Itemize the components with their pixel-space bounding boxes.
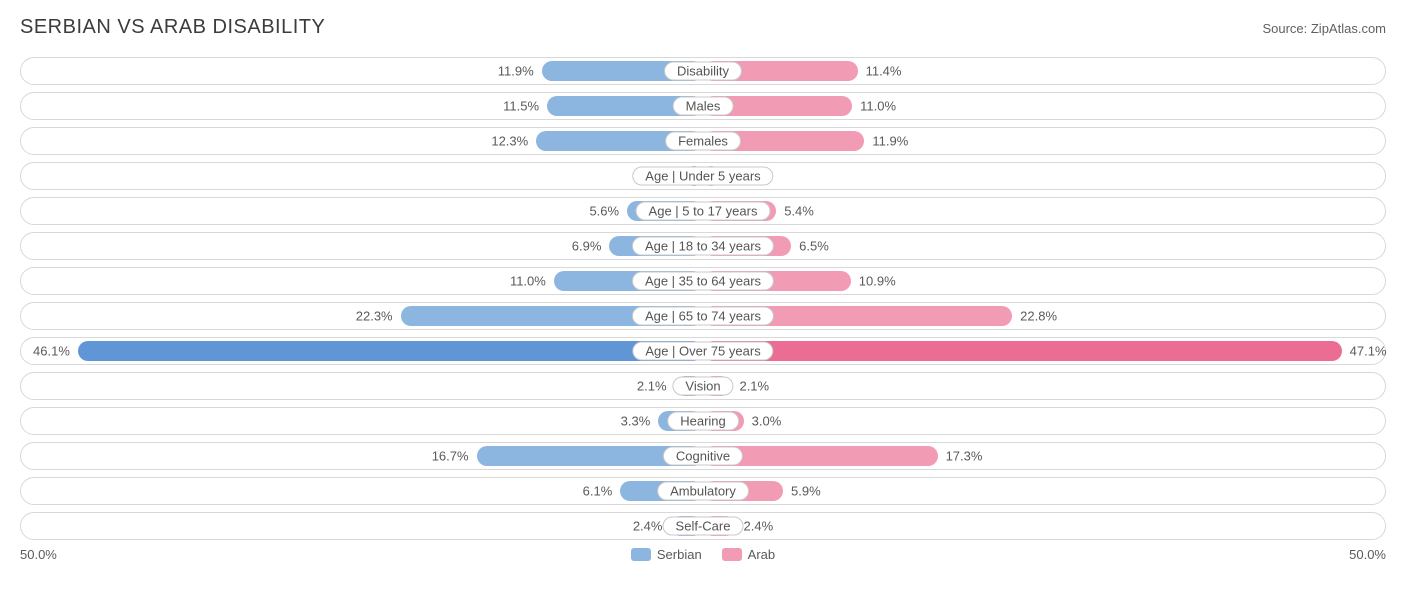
chart-row-inner: 11.5% 11.0% Males: [25, 96, 1381, 116]
chart-row-inner: 22.3% 22.8% Age | 65 to 74 years: [25, 306, 1381, 326]
chart-row: 5.6% 5.4% Age | 5 to 17 years: [20, 197, 1386, 225]
category-label: Age | 5 to 17 years: [636, 202, 771, 221]
legend-swatch-left: [631, 548, 651, 561]
chart-row: 1.3%1.2%Age | Under 5 years: [20, 162, 1386, 190]
category-label: Cognitive: [663, 447, 743, 466]
legend-label-left: Serbian: [657, 547, 702, 562]
value-label-left: 6.1%: [583, 484, 613, 499]
value-label-right: 10.9%: [859, 274, 896, 289]
category-label: Age | Over 75 years: [632, 342, 773, 361]
chart-footer: 50.0% Serbian Arab 50.0%: [20, 547, 1386, 562]
category-label: Vision: [672, 377, 733, 396]
legend-item-right: Arab: [722, 547, 775, 562]
legend-item-left: Serbian: [631, 547, 702, 562]
value-label-left: 2.1%: [637, 379, 667, 394]
chart-header: SERBIAN VS ARAB DISABILITY Source: ZipAt…: [20, 16, 1386, 39]
chart-row-inner: 11.9% 11.4% Disability: [25, 61, 1381, 81]
category-label: Age | Under 5 years: [632, 167, 773, 186]
chart-row-inner: 2.4% 2.4%Self-Care: [25, 516, 1381, 536]
value-label-left: 6.9%: [572, 239, 602, 254]
value-label-left: 11.5%: [503, 99, 539, 114]
category-label: Males: [673, 97, 734, 116]
value-label-left: 11.0%: [510, 274, 546, 289]
value-label-right: 22.8%: [1020, 309, 1057, 324]
category-label: Age | 35 to 64 years: [632, 272, 774, 291]
chart-row: 16.7% 17.3% Cognitive: [20, 442, 1386, 470]
chart-title: SERBIAN VS ARAB DISABILITY: [20, 16, 325, 39]
value-label-right: 3.0%: [752, 414, 782, 429]
chart-row-inner: 1.3%1.2%Age | Under 5 years: [25, 166, 1381, 186]
category-label: Self-Care: [663, 517, 744, 536]
category-label: Ambulatory: [657, 482, 749, 501]
chart-row: 3.3% 3.0% Hearing: [20, 407, 1386, 435]
axis-right-max: 50.0%: [1349, 547, 1386, 562]
chart-row-inner: 5.6% 5.4% Age | 5 to 17 years: [25, 201, 1381, 221]
value-label-left: 46.1%: [33, 344, 70, 359]
category-label: Age | 65 to 74 years: [632, 307, 774, 326]
value-label-right: 2.4%: [744, 519, 774, 534]
legend-label-right: Arab: [748, 547, 775, 562]
chart-row-inner: 16.7% 17.3% Cognitive: [25, 446, 1381, 466]
chart-row-inner: 6.1% 5.9% Ambulatory: [25, 481, 1381, 501]
category-label: Hearing: [667, 412, 739, 431]
category-label: Females: [665, 132, 741, 151]
chart-row: 11.9% 11.4% Disability: [20, 57, 1386, 85]
legend-swatch-right: [722, 548, 742, 561]
value-label-right: 2.1%: [739, 379, 769, 394]
chart-row: 2.1% 2.1% Vision: [20, 372, 1386, 400]
axis-left-max: 50.0%: [20, 547, 57, 562]
value-label-left: 5.6%: [589, 204, 619, 219]
value-label-left: 12.3%: [491, 134, 528, 149]
value-label-left: 3.3%: [621, 414, 651, 429]
value-label-right: 5.4%: [784, 204, 814, 219]
chart-row: 11.0% 10.9% Age | 35 to 64 years: [20, 267, 1386, 295]
chart-row: 2.4% 2.4%Self-Care: [20, 512, 1386, 540]
value-label-right: 17.3%: [946, 449, 983, 464]
value-label-right: 11.0%: [860, 99, 896, 114]
chart-row: 22.3% 22.8% Age | 65 to 74 years: [20, 302, 1386, 330]
category-label: Disability: [664, 62, 742, 81]
chart-row-inner: 11.0% 10.9% Age | 35 to 64 years: [25, 271, 1381, 291]
chart-legend: Serbian Arab: [631, 547, 775, 562]
value-label-left: 22.3%: [356, 309, 393, 324]
chart-row-inner: 6.9% 6.5% Age | 18 to 34 years: [25, 236, 1381, 256]
bar-right: [703, 341, 1342, 361]
value-label-left: 2.4%: [633, 519, 663, 534]
value-label-right: 11.9%: [872, 134, 908, 149]
chart-row: 46.1% 47.1% Age | Over 75 years: [20, 337, 1386, 365]
value-label-right: 6.5%: [799, 239, 829, 254]
value-label-right: 47.1%: [1350, 344, 1387, 359]
value-label-right: 11.4%: [866, 64, 902, 79]
chart-row-inner: 3.3% 3.0% Hearing: [25, 411, 1381, 431]
value-label-left: 11.9%: [498, 64, 534, 79]
chart-row: 6.1% 5.9% Ambulatory: [20, 477, 1386, 505]
value-label-right: 5.9%: [791, 484, 821, 499]
chart-row-inner: 46.1%47.1%Age | Over 75 years: [25, 341, 1381, 361]
chart-source: Source: ZipAtlas.com: [1262, 21, 1386, 36]
diverging-bar-chart: 11.9% 11.4% Disability 11.5% 11.0% Males 12.3%…: [20, 57, 1386, 540]
bar-left: [78, 341, 703, 361]
category-label: Age | 18 to 34 years: [632, 237, 774, 256]
chart-row: 11.5% 11.0% Males: [20, 92, 1386, 120]
chart-row-inner: 12.3% 11.9% Females: [25, 131, 1381, 151]
chart-row: 12.3% 11.9% Females: [20, 127, 1386, 155]
value-label-left: 16.7%: [432, 449, 469, 464]
chart-row-inner: 2.1% 2.1% Vision: [25, 376, 1381, 396]
chart-row: 6.9% 6.5% Age | 18 to 34 years: [20, 232, 1386, 260]
